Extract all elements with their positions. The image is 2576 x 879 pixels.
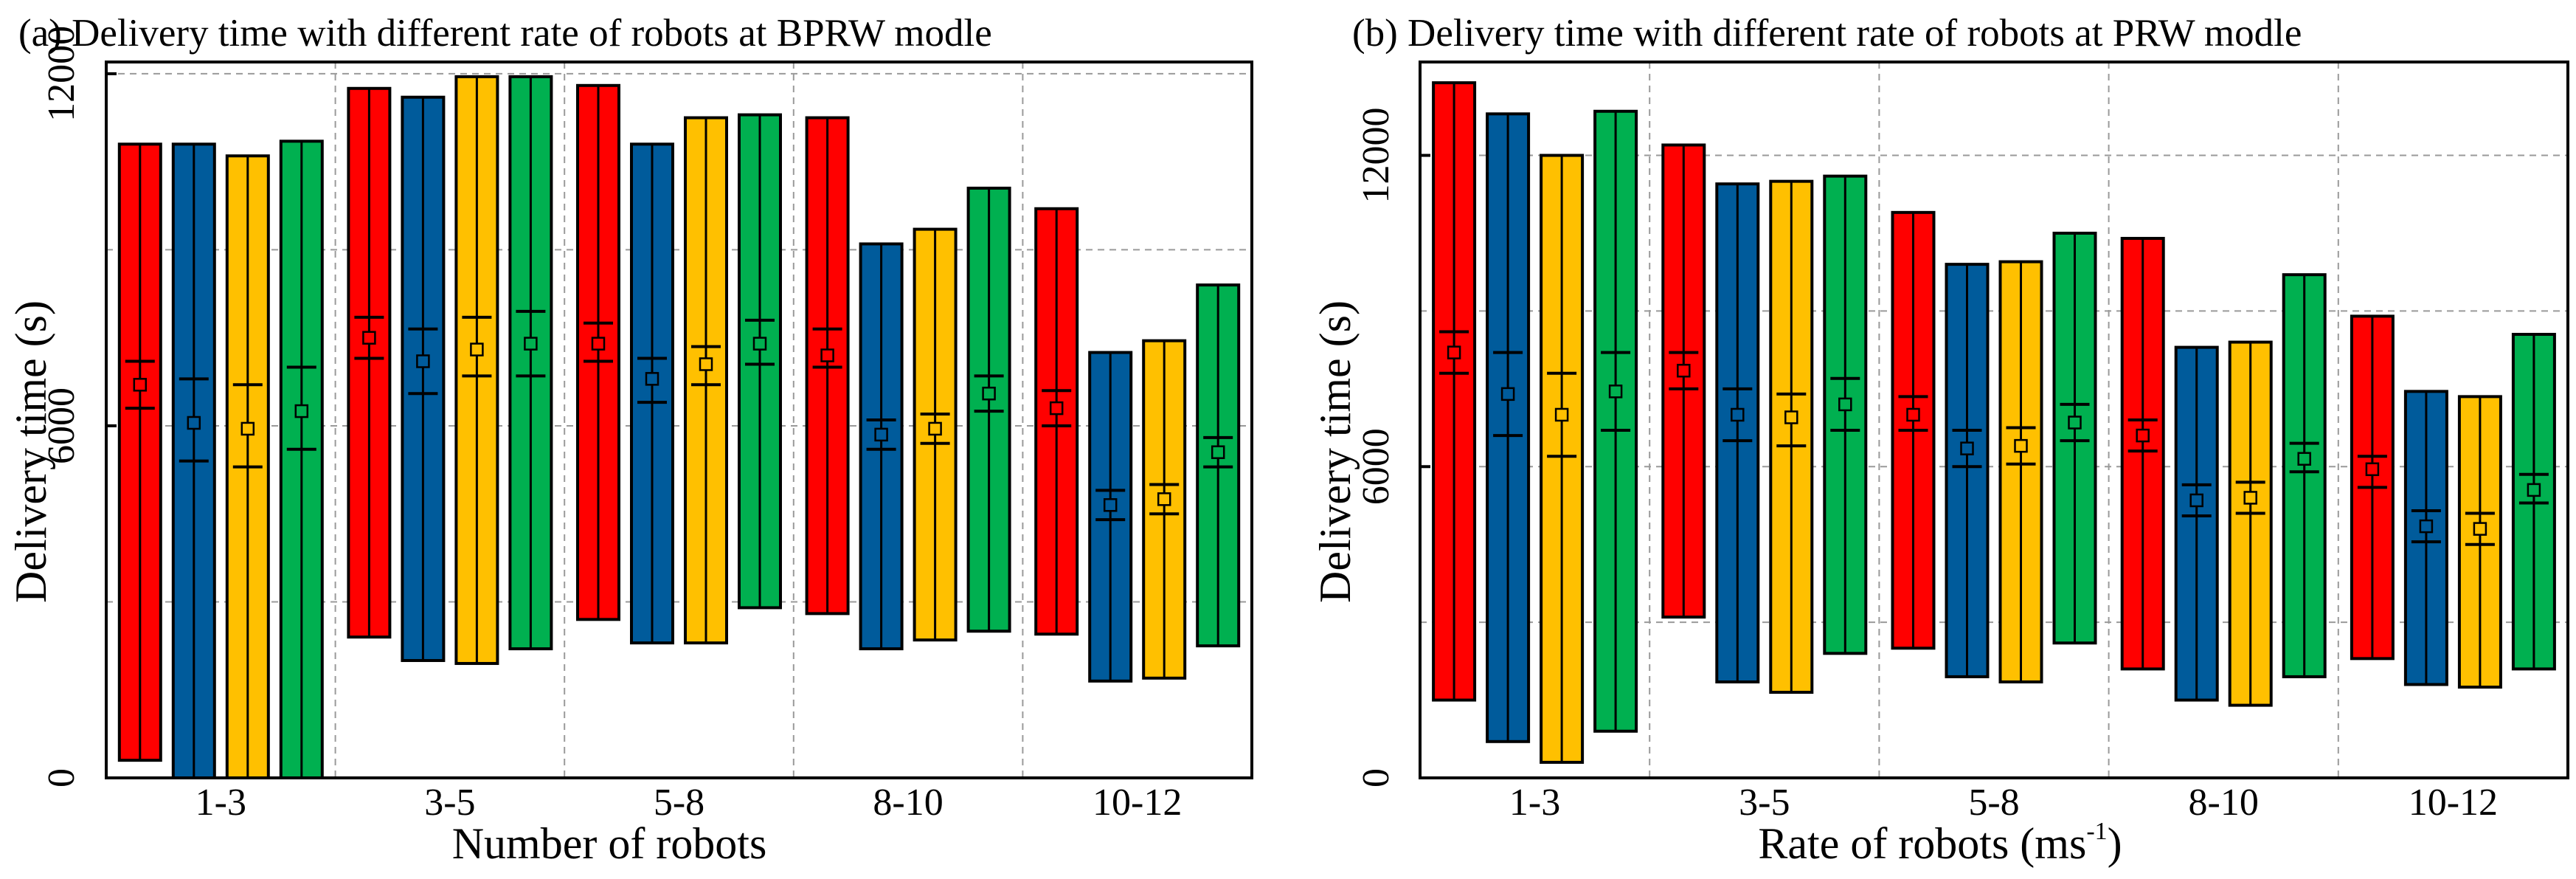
chart-b-x-tick-label: 3-5 <box>1739 782 1790 824</box>
chart-b-y-axis-label: Delivery time (s) <box>1311 300 1360 603</box>
chart-a-box-mean-marker <box>1211 445 1225 459</box>
chart-a-x-tick-label: 3-5 <box>424 782 475 824</box>
chart-b-y-tick-label: 12000 <box>1355 108 1397 204</box>
chart-b-box-mean-marker <box>1731 407 1745 422</box>
chart-b-box-mean-marker <box>2068 416 2082 430</box>
chart-b-y-tick-label: 6000 <box>1355 428 1397 505</box>
chart-a-y-tick-label: 12000 <box>41 26 83 122</box>
chart-a-x-tick-label: 5-8 <box>654 782 704 824</box>
chart-b-x-tick-label: 1-3 <box>1509 782 1560 824</box>
chart-b-plot: 0 6000 12000 1-3 3-5 5-8 8-10 10-12 <box>1355 61 2569 824</box>
chart-a-box-mean-marker <box>294 404 309 418</box>
chart-b-x-axis-label-superscript: -1 <box>2086 818 2107 845</box>
chart-a-x-tick-label: 1-3 <box>195 782 246 824</box>
chart-b-y-tick-label: 0 <box>1355 768 1397 787</box>
chart-a-x-axis-label: Number of robots <box>452 819 767 868</box>
chart-b-x-tick-label: 8-10 <box>2189 782 2259 824</box>
chart-a-box-mean-marker <box>645 372 659 386</box>
chart-b-x-axis-label-main: Rate of robots (ms <box>1758 819 2086 868</box>
chart-a-box-mean-marker <box>1049 401 1064 416</box>
chart-b-box-mean-marker <box>2014 438 2028 453</box>
chart-a-box-mean-marker <box>133 378 148 392</box>
chart-b-plot-area <box>1420 62 2568 778</box>
chart-b-box-mean-marker <box>1554 407 1569 422</box>
chart-b-box-mean-marker <box>2243 491 2257 505</box>
chart-b-box-mean-marker <box>2189 493 2203 508</box>
chart-b-box-mean-marker <box>1608 385 1623 399</box>
chart-a-plot: 0 6000 12000 1-3 3-5 5-8 8-10 10-12 <box>41 26 1253 824</box>
chart-a-box-mean-marker <box>820 348 834 362</box>
chart-b-x-tick-label: 5-8 <box>1968 782 2019 824</box>
chart-b-box-mean-marker <box>2527 483 2541 497</box>
chart-a-box-mean-marker <box>524 337 538 351</box>
chart-a-y-tick-label: 0 <box>41 768 83 787</box>
chart-b-box-mean-marker <box>1906 407 1920 422</box>
chart-b-box-mean-marker <box>2365 462 2380 477</box>
chart-a-box-mean-marker <box>1157 492 1171 506</box>
chart-b-box-mean-marker <box>1784 410 1798 424</box>
chart-b-box-mean-marker <box>2419 519 2434 534</box>
chart-a-box-mean-marker <box>240 421 255 436</box>
chart-b-x-axis-label-end: ) <box>2108 819 2122 868</box>
chart-a-box-mean-marker <box>416 354 430 368</box>
chart-b-x-axis-label: Rate of robots (ms-1) <box>1758 818 2122 868</box>
chart-a-box-mean-marker <box>1103 498 1118 512</box>
chart-a-plot-frame <box>105 61 1253 779</box>
chart-a-box-mean-marker <box>362 331 376 345</box>
chart-a-box-mean-marker <box>874 427 888 442</box>
chart-a-box-mean-marker <box>591 337 606 351</box>
chart-b-x-tick-label: 10-12 <box>2409 782 2498 824</box>
chart-b-box-mean-marker <box>2136 428 2150 443</box>
chart-b-box-mean-marker <box>1838 397 1852 412</box>
chart-a-box-mean-marker <box>187 416 201 430</box>
chart-b-title: (b) Delivery time with different rate of… <box>1352 12 2302 55</box>
chart-a-y-tick-label: 6000 <box>41 387 83 464</box>
chart-a-plot-area <box>106 62 1252 778</box>
chart-a-box-mean-marker <box>928 421 942 436</box>
chart-a-box-mean-marker <box>982 386 996 401</box>
chart-b-box-mean-marker <box>2297 452 2311 466</box>
chart-b-box-mean-marker <box>1960 441 1974 455</box>
chart-b-box-mean-marker <box>1500 387 1515 401</box>
chart-a-y-axis-label: Delivery time (s) <box>7 300 55 603</box>
chart-a-box-mean-marker <box>752 337 767 351</box>
chart-b-box-mean-marker <box>2473 522 2487 536</box>
chart-a-box-mean-marker <box>699 357 713 371</box>
chart-b-box-mean-marker <box>1677 363 1691 378</box>
chart-b-box-mean-marker <box>1447 345 1461 359</box>
chart-a-x-tick-label: 10-12 <box>1093 782 1182 824</box>
chart-a-box-mean-marker <box>470 342 484 356</box>
chart-a-title: (a) Delivery time with different rate of… <box>18 12 992 55</box>
chart-a-x-tick-label: 8-10 <box>873 782 943 824</box>
chart-b-plot-frame <box>1419 61 2569 779</box>
